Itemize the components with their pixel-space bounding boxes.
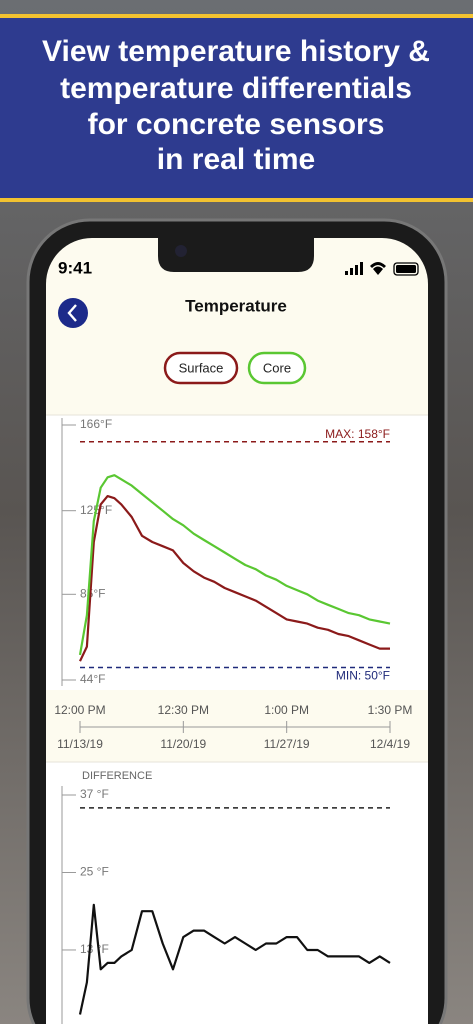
legend-label: Surface (179, 360, 224, 375)
notch (158, 238, 314, 272)
chart-panel (46, 415, 428, 690)
status-time: 9:41 (58, 258, 92, 277)
banner-border (0, 14, 473, 18)
x-tick-date: 12/4/19 (370, 737, 410, 751)
y-tick-label: 44°F (80, 672, 105, 686)
y-tick-label: 37 °F (80, 787, 109, 801)
reference-label: MAX: 158°F (325, 427, 390, 441)
x-tick-label: 1:30 PM (368, 703, 413, 717)
chart-panel (46, 762, 428, 1024)
y-tick-label: 85°F (80, 586, 105, 600)
y-tick-label: 166°F (80, 417, 112, 431)
series-line (78, 903, 391, 1015)
series-line (79, 495, 390, 662)
banner (0, 14, 473, 202)
headline: View temperature history & (42, 35, 430, 68)
legend-label: Core (263, 360, 291, 375)
back-button[interactable] (58, 298, 88, 328)
x-tick-date: 11/20/19 (160, 737, 206, 751)
chart-title: DIFFERENCE (82, 770, 152, 782)
banner-border (0, 198, 473, 202)
headline: temperature differentials (60, 72, 412, 105)
headline: in real time (157, 143, 315, 176)
legend-button[interactable] (163, 351, 239, 385)
headline: for concrete sensors (88, 108, 385, 141)
y-tick-label: 25 °F (80, 865, 109, 879)
x-tick-date: 11/27/19 (264, 737, 310, 751)
camera (175, 245, 187, 257)
x-tick-date: 11/13/19 (57, 737, 103, 751)
x-tick-label: 12:00 PM (54, 703, 105, 717)
series-line (78, 474, 391, 656)
y-tick-label: 13 °F (80, 942, 109, 956)
reference-label: MIN: 50°F (336, 669, 390, 683)
back-icon (67, 304, 77, 322)
x-tick-label: 1:00 PM (264, 703, 309, 717)
status-icons (345, 262, 419, 276)
legend-button[interactable] (247, 351, 307, 385)
screen-title: Temperature (185, 296, 287, 315)
x-tick-label: 12:30 PM (158, 703, 209, 717)
